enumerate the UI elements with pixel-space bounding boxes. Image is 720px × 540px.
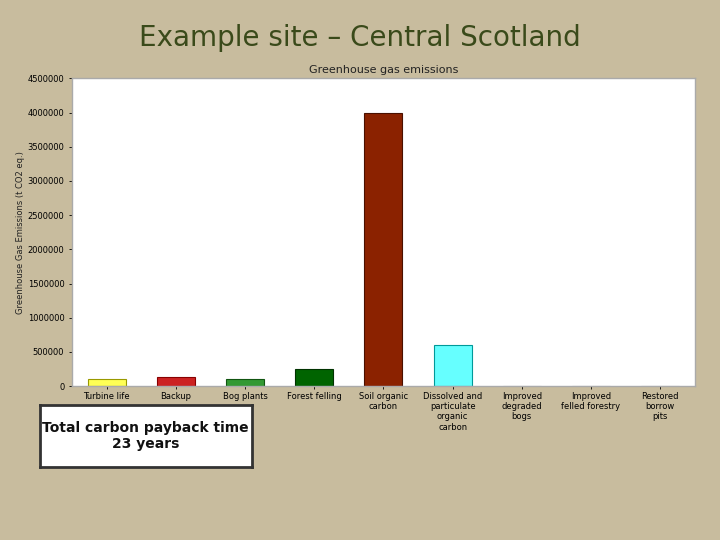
Bar [226, 379, 264, 386]
Title: Greenhouse gas emissions: Greenhouse gas emissions [309, 65, 458, 75]
Bar [157, 377, 195, 386]
Text: Total carbon payback time
23 years: Total carbon payback time 23 years [42, 421, 249, 451]
Bar [364, 112, 402, 386]
Bar [88, 379, 125, 386]
Bar [295, 369, 333, 386]
Y-axis label: Greenhouse Gas Emissions (t CO2 eq.): Greenhouse Gas Emissions (t CO2 eq.) [16, 151, 24, 314]
Bar [433, 345, 472, 386]
Text: Example site – Central Scotland: Example site – Central Scotland [139, 24, 581, 52]
